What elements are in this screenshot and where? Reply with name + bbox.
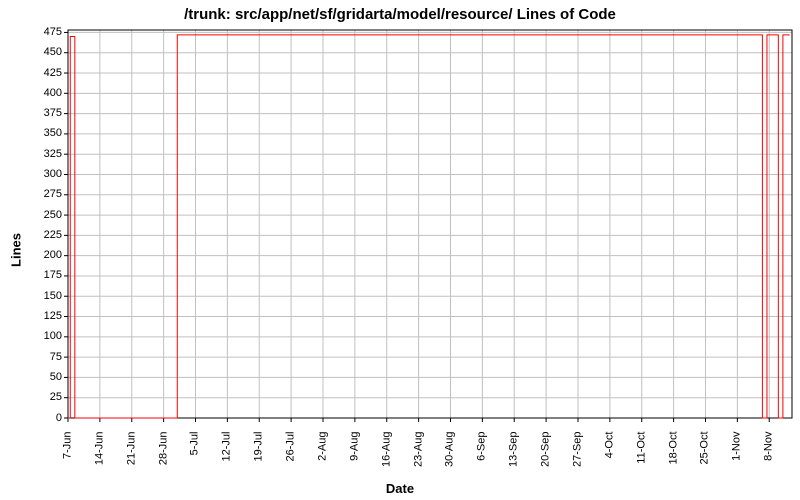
x-tick-label: 26-Jul [286, 432, 297, 492]
y-tick-label: 125 [22, 311, 62, 322]
y-tick-label: 0 [22, 413, 62, 424]
x-tick-label: 27-Sep [572, 432, 583, 492]
y-tick-label: 175 [22, 270, 62, 281]
x-tick-label: 12-Jul [222, 432, 233, 492]
y-tick-label: 300 [22, 169, 62, 180]
plot-svg [0, 0, 800, 500]
y-tick-label: 75 [22, 352, 62, 363]
y-tick-label: 250 [22, 210, 62, 221]
y-tick-label: 425 [22, 68, 62, 79]
y-tick-label: 100 [22, 331, 62, 342]
x-tick-label: 28-Jun [158, 432, 169, 492]
y-tick-label: 275 [22, 189, 62, 200]
x-tick-label: 8-Nov [764, 432, 775, 492]
data-series-line [68, 35, 790, 418]
x-tick-label: 30-Aug [445, 432, 456, 492]
y-tick-label: 450 [22, 47, 62, 58]
x-tick-label: 13-Sep [509, 432, 520, 492]
y-tick-label: 225 [22, 230, 62, 241]
y-tick-label: 150 [22, 291, 62, 302]
x-tick-label: 19-Jul [254, 432, 265, 492]
x-tick-label: 18-Oct [668, 432, 679, 492]
x-tick-label: 16-Aug [381, 432, 392, 492]
y-tick-label: 200 [22, 250, 62, 261]
x-tick-label: 9-Aug [349, 432, 360, 492]
y-tick-label: 25 [22, 392, 62, 403]
x-tick-label: 20-Sep [541, 432, 552, 492]
x-tick-label: 5-Jul [190, 432, 201, 492]
x-tick-label: 11-Oct [636, 432, 647, 492]
chart-container: /trunk: src/app/net/sf/gridarta/model/re… [0, 0, 800, 500]
x-tick-label: 14-Jun [94, 432, 105, 492]
x-tick-label: 2-Aug [317, 432, 328, 492]
x-tick-label: 7-Jun [63, 432, 74, 492]
y-tick-label: 50 [22, 372, 62, 383]
y-tick-label: 325 [22, 149, 62, 160]
x-tick-label: 6-Sep [477, 432, 488, 492]
x-tick-label: 1-Nov [732, 432, 743, 492]
y-tick-label: 375 [22, 108, 62, 119]
x-tick-label: 4-Oct [604, 432, 615, 492]
x-tick-label: 23-Aug [413, 432, 424, 492]
x-tick-label: 25-Oct [700, 432, 711, 492]
y-tick-label: 400 [22, 88, 62, 99]
y-tick-label: 475 [22, 27, 62, 38]
y-tick-label: 350 [22, 128, 62, 139]
x-tick-label: 21-Jun [126, 432, 137, 492]
